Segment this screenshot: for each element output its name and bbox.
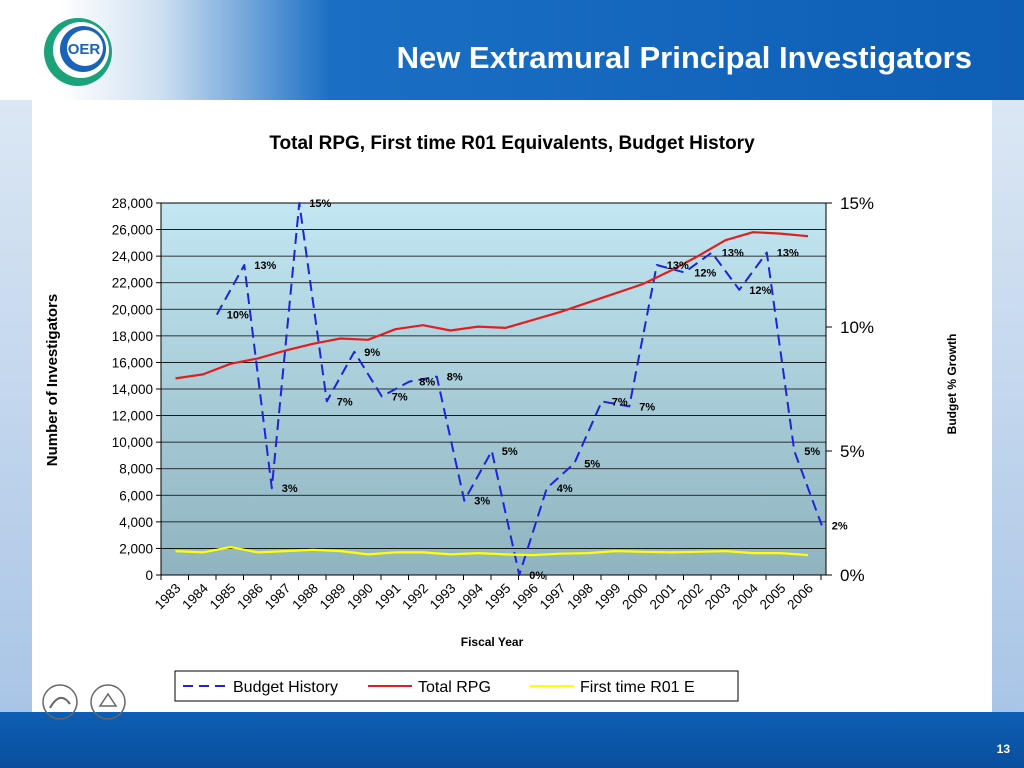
x-tick-label: 1985 xyxy=(207,581,239,613)
x-tick-label: 1994 xyxy=(454,580,486,612)
data-label: 8% xyxy=(419,377,435,389)
series-line-total-rpg xyxy=(175,231,809,380)
data-label: 12% xyxy=(694,267,716,279)
logo-text: OER xyxy=(68,41,101,58)
y2-tick-label: 15% xyxy=(840,194,874,213)
y-tick-label: 16,000 xyxy=(112,355,153,370)
header-bar xyxy=(0,0,1024,100)
x-tick-label: 1987 xyxy=(262,581,294,613)
y-tick-label: 24,000 xyxy=(112,249,153,264)
x-tick-label: 1983 xyxy=(152,581,184,613)
y-tick-label: 28,000 xyxy=(112,196,153,211)
data-label: 2% xyxy=(832,520,848,532)
y2-tick-label: 10% xyxy=(840,318,874,337)
data-label: 13% xyxy=(254,260,276,272)
y2-axis-label: Budget % Growth xyxy=(945,334,959,435)
data-label: 13% xyxy=(722,248,744,260)
x-tick-label: 1990 xyxy=(344,581,376,613)
data-label: 12% xyxy=(749,285,771,297)
data-label: 3% xyxy=(282,483,298,495)
legend xyxy=(174,670,739,702)
data-label: 3% xyxy=(474,496,490,508)
x-axis-label: Fiscal Year xyxy=(461,635,524,649)
x-tick-label: 2003 xyxy=(702,581,734,613)
data-label: 13% xyxy=(667,260,689,272)
y-tick-label: 4,000 xyxy=(119,515,153,530)
data-label: 7% xyxy=(392,391,408,403)
legend-entry: Budget History xyxy=(233,679,338,696)
y-tick-label: 22,000 xyxy=(112,276,153,291)
y-tick-label: 2,000 xyxy=(119,541,153,556)
data-label: 5% xyxy=(804,446,820,458)
y-axis-label: Number of Investigators xyxy=(44,294,61,467)
x-tick-label: 1991 xyxy=(372,581,404,613)
data-label: 10% xyxy=(227,310,249,322)
data-label: 0% xyxy=(529,570,545,582)
left-border xyxy=(0,100,32,712)
y-tick-label: 0 xyxy=(145,568,153,583)
right-border xyxy=(992,100,1024,712)
x-tick-label: 1984 xyxy=(179,580,211,612)
y-tick-label: 12,000 xyxy=(112,409,153,424)
hhs-nih-seals xyxy=(42,684,126,720)
x-tick-label: 2006 xyxy=(784,581,816,613)
data-label: 7% xyxy=(612,396,628,408)
x-tick-label: 1996 xyxy=(509,581,541,613)
x-tick-label: 1995 xyxy=(482,581,514,613)
data-label: 7% xyxy=(639,401,655,413)
legend-entry: Total RPG xyxy=(418,679,491,696)
y-tick-label: 18,000 xyxy=(112,329,153,344)
y-tick-label: 10,000 xyxy=(112,435,153,450)
x-tick-label: 2004 xyxy=(729,580,761,612)
series-line-budget-history xyxy=(215,202,823,576)
data-label: 13% xyxy=(777,248,799,260)
data-label: 5% xyxy=(584,458,600,470)
x-tick-label: 1986 xyxy=(234,581,266,613)
data-label: 5% xyxy=(502,446,518,458)
x-tick-label: 1988 xyxy=(289,581,321,613)
x-tick-label: 1997 xyxy=(537,581,569,613)
x-tick-label: 2005 xyxy=(757,581,789,613)
data-label: 7% xyxy=(337,396,353,408)
chart-title: Total RPG, First time R01 Equivalents, B… xyxy=(269,133,755,154)
data-label: 9% xyxy=(364,347,380,359)
x-tick-label: 1998 xyxy=(564,581,596,613)
x-tick-label: 1989 xyxy=(317,581,349,613)
y2-tick-label: 0% xyxy=(840,566,865,585)
x-tick-label: 1993 xyxy=(427,581,459,613)
y-tick-label: 26,000 xyxy=(112,223,153,238)
data-label: 4% xyxy=(557,483,573,495)
x-tick-label: 1992 xyxy=(399,581,431,613)
oer-logo: OER xyxy=(44,18,112,86)
series-line-first-time-r01-e xyxy=(175,546,809,557)
x-tick-label: 1999 xyxy=(592,581,624,613)
y-tick-label: 8,000 xyxy=(119,462,153,477)
page-number: 13 xyxy=(996,742,1010,756)
y-tick-label: 6,000 xyxy=(119,488,153,503)
data-label: 15% xyxy=(309,198,331,210)
y-tick-label: 20,000 xyxy=(112,302,153,317)
slide-title: New Extramural Principal Investigators xyxy=(396,40,972,75)
x-tick-label: 2002 xyxy=(674,581,706,613)
chart: Total RPG, First time R01 Equivalents, B… xyxy=(44,133,959,702)
x-tick-label: 2000 xyxy=(619,581,651,613)
footer-bar xyxy=(0,712,1024,768)
data-label: 8% xyxy=(447,372,463,384)
legend-entry: First time R01 E xyxy=(580,679,695,696)
x-tick-label: 2001 xyxy=(647,581,679,613)
y2-tick-label: 5% xyxy=(840,442,865,461)
y-tick-label: 14,000 xyxy=(112,382,153,397)
